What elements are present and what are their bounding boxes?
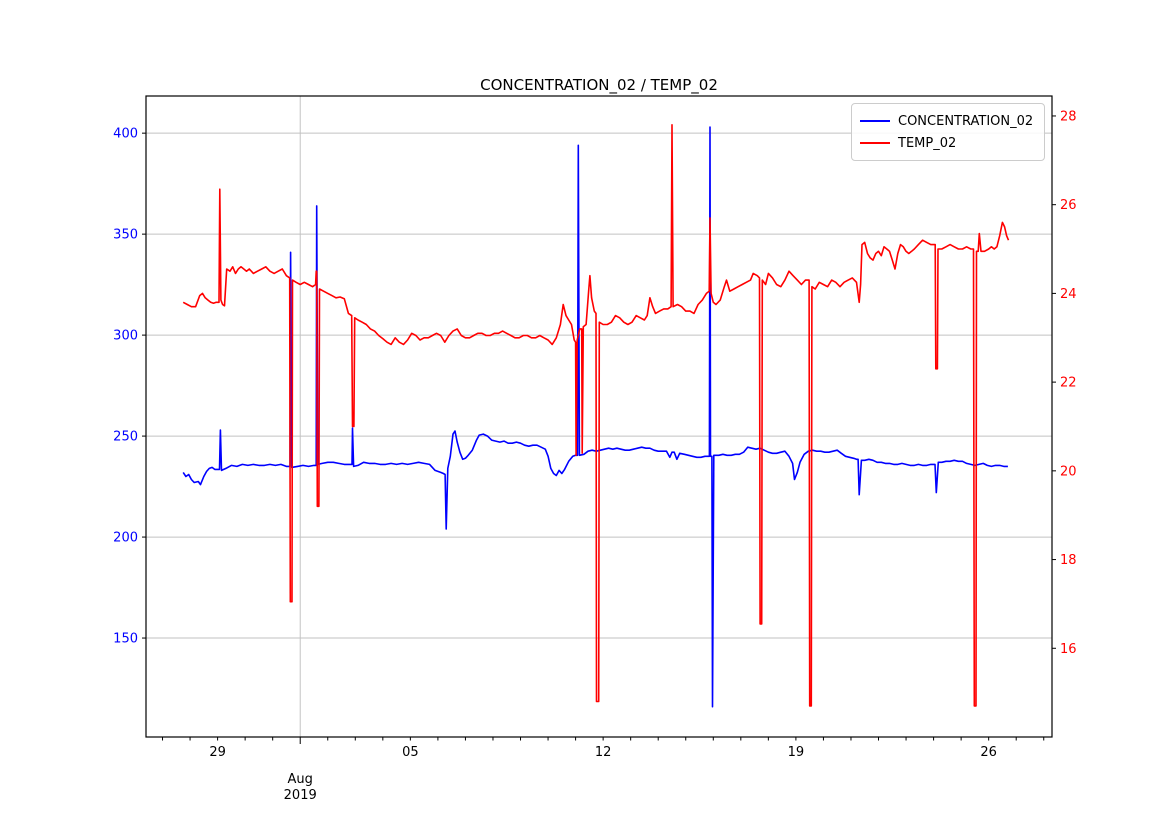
svg-text:400: 400 <box>113 127 138 142</box>
legend-item-concentration: CONCENTRATION_02 <box>860 110 1036 132</box>
svg-text:150: 150 <box>113 632 138 647</box>
svg-text:19: 19 <box>788 745 805 760</box>
svg-text:05: 05 <box>402 745 419 760</box>
svg-text:12: 12 <box>595 745 612 760</box>
plot-frame <box>145 95 1053 738</box>
svg-text:250: 250 <box>113 430 138 445</box>
svg-text:28: 28 <box>1060 109 1077 124</box>
svg-text:29: 29 <box>209 745 226 760</box>
svg-text:20: 20 <box>1060 464 1077 479</box>
legend-line-sample-red <box>860 142 890 144</box>
svg-text:22: 22 <box>1060 376 1077 391</box>
svg-text:24: 24 <box>1060 287 1077 302</box>
svg-text:26: 26 <box>1060 198 1077 213</box>
svg-text:350: 350 <box>113 228 138 243</box>
legend-label: TEMP_02 <box>898 135 957 151</box>
legend: CONCENTRATION_02 TEMP_02 <box>851 103 1045 161</box>
svg-text:16: 16 <box>1060 642 1077 657</box>
axis-tick-labels: 150 200 250 300 350 400 16 18 20 22 24 26 28 29 05 12 19… <box>113 109 1076 803</box>
chart-title: CONCENTRATION_02 / TEMP_02 <box>480 76 718 94</box>
legend-line-sample-blue <box>860 120 890 122</box>
svg-text:300: 300 <box>113 329 138 344</box>
svg-text:200: 200 <box>113 531 138 546</box>
legend-label: CONCENTRATION_02 <box>898 113 1034 129</box>
svg-text:Aug: Aug <box>288 772 313 787</box>
svg-text:2019: 2019 <box>284 788 317 803</box>
svg-text:18: 18 <box>1060 553 1077 568</box>
svg-text:26: 26 <box>980 745 997 760</box>
axis-ticks <box>142 115 1056 744</box>
data-series <box>182 124 1010 708</box>
legend-item-temp: TEMP_02 <box>860 132 1036 154</box>
